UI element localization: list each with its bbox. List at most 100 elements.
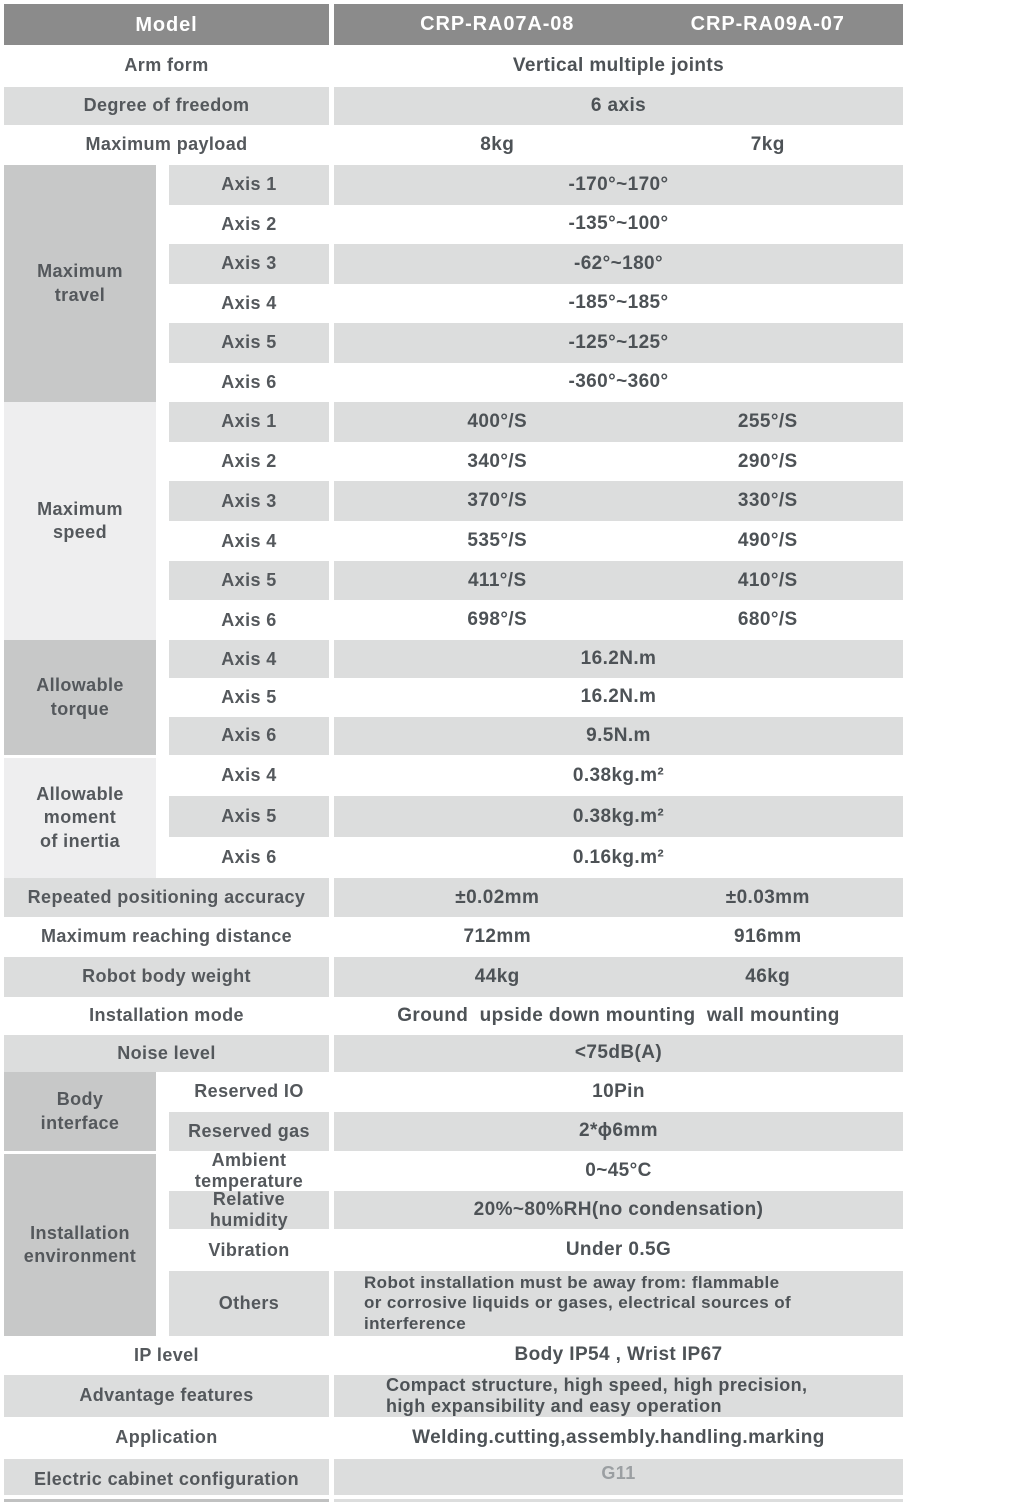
table-row: Ambient temperature 0~45°C bbox=[169, 1150, 903, 1191]
axis-label: Axis 4 bbox=[169, 640, 329, 679]
column-divider bbox=[329, 917, 334, 957]
installation-mode-value: Ground upside down mounting wall mountin… bbox=[397, 1004, 840, 1026]
axis-value: -170°~170° bbox=[334, 165, 903, 205]
axis-value: -360°~360° bbox=[568, 371, 669, 393]
ambient-temperature-value: 0~45°C bbox=[585, 1160, 652, 1181]
max-reach-value-1: 712mm bbox=[463, 926, 531, 947]
installation-environment-label: Installation environment bbox=[4, 1151, 156, 1336]
axis-row: Axis 1 -170°~170° bbox=[169, 165, 903, 205]
axis-row: Axis 5 -125°~125° bbox=[169, 323, 903, 363]
table-row: Degree of freedom 6 axis bbox=[4, 87, 903, 125]
axis-label: Axis 1 bbox=[169, 165, 329, 205]
axis-row: Axis 1 400°/S 255°/S bbox=[169, 402, 903, 442]
axis-value: 16.2N.m bbox=[580, 686, 657, 708]
model-header-cell: Model bbox=[4, 4, 329, 45]
axis-label: Axis 5 bbox=[169, 323, 329, 363]
arm-form-value: Vertical multiple joints bbox=[512, 54, 725, 76]
table-row: Application Welding.cutting,assembly.han… bbox=[4, 1417, 903, 1459]
axis-value-1: 400°/S bbox=[467, 410, 528, 432]
noise-level-label: Noise level bbox=[4, 1035, 329, 1072]
axis-label: Axis 1 bbox=[169, 402, 329, 442]
axis-value-1: 340°/S bbox=[467, 450, 528, 472]
axis-value-2: 255°/S bbox=[737, 410, 798, 432]
table-row: Repeated positioning accuracy ±0.02mm ±0… bbox=[4, 878, 903, 917]
max-reach-value-2: 916mm bbox=[734, 926, 802, 947]
column-divider bbox=[329, 1336, 334, 1375]
body-weight-value-1: 44kg bbox=[474, 966, 520, 987]
degree-of-freedom-label: Degree of freedom bbox=[4, 87, 329, 125]
axis-value-2: 680°/S bbox=[737, 609, 798, 631]
axis-label: Axis 2 bbox=[221, 451, 277, 472]
axis-value: -125°~125° bbox=[334, 323, 903, 363]
axis-row: Axis 6 9.5N.m bbox=[169, 716, 903, 755]
axis-row: Axis 2 -135°~100° bbox=[169, 204, 903, 244]
axis-value: 0.38kg.m² bbox=[572, 764, 665, 786]
reserved-gas-label: Reserved gas bbox=[169, 1111, 329, 1151]
axis-row: Axis 5 411°/S 410°/S bbox=[169, 560, 903, 601]
body-interface-section: Body interface Reserved IO 10Pin Reserve… bbox=[4, 1072, 903, 1151]
advantage-features-label: Advantage features bbox=[4, 1375, 329, 1417]
clipped-next-row bbox=[4, 1499, 903, 1502]
relative-humidity-value: 20%~80%RH(no condensation) bbox=[334, 1191, 903, 1229]
robot-spec-table: Model CRP-RA07A-08 CRP-RA09A-07 Arm form… bbox=[4, 4, 903, 1502]
table-row: Reserved gas 2*ϕ6mm bbox=[169, 1111, 903, 1151]
body-interface-label: Body interface bbox=[4, 1072, 156, 1151]
column-divider bbox=[329, 957, 334, 997]
column-divider bbox=[329, 125, 334, 165]
axis-label: Axis 2 bbox=[221, 213, 277, 234]
application-label: Application bbox=[115, 1427, 218, 1448]
installation-mode-label: Installation mode bbox=[89, 1005, 244, 1026]
axis-value: 0.38kg.m² bbox=[334, 796, 903, 837]
axis-label: Axis 4 bbox=[221, 765, 277, 786]
ambient-temperature-label: Ambient temperature bbox=[194, 1150, 304, 1191]
axis-row: Axis 4 535°/S 490°/S bbox=[169, 521, 903, 561]
axis-label: Axis 4 bbox=[221, 292, 277, 313]
model-name-1: CRP-RA07A-08 bbox=[420, 13, 575, 35]
axis-label: Axis 6 bbox=[169, 716, 329, 755]
axis-label: Axis 6 bbox=[221, 847, 277, 868]
allowable-torque-section: Allowable torque Axis 4 16.2N.m Axis 5 1… bbox=[4, 640, 903, 755]
maximum-speed-label: Maximum speed bbox=[4, 402, 156, 640]
axis-row: Axis 6 698°/S 680°/S bbox=[169, 600, 903, 641]
model-names: CRP-RA07A-08 CRP-RA09A-07 bbox=[334, 4, 903, 45]
column-divider bbox=[329, 1375, 334, 1417]
axis-value-1: 411°/S bbox=[467, 569, 527, 591]
electric-cabinet-value: G11 bbox=[334, 1459, 903, 1495]
reserved-io-value: 10Pin bbox=[592, 1080, 645, 1102]
axis-label: Axis 5 bbox=[221, 687, 277, 708]
axis-value-1: 370°/S bbox=[467, 490, 528, 512]
table-row: Vibration Under 0.5G bbox=[169, 1229, 903, 1271]
axis-value-1: 698°/S bbox=[467, 609, 528, 631]
axis-row: Axis 3 -62°~180° bbox=[169, 244, 903, 284]
axis-value-2: 330°/S bbox=[737, 490, 798, 512]
axis-row: Axis 4 -185°~185° bbox=[169, 283, 903, 323]
column-divider bbox=[156, 402, 169, 640]
axis-label: Axis 5 bbox=[169, 796, 329, 837]
table-row: Maximum payload 8kg 7kg bbox=[4, 125, 903, 165]
arm-form-label: Arm form bbox=[124, 55, 209, 76]
maximum-payload-value-1: 8kg bbox=[480, 134, 515, 155]
table-row: Electric cabinet configuration G11 bbox=[4, 1459, 903, 1495]
allowable-torque-label: Allowable torque bbox=[4, 640, 156, 755]
table-row: Arm form Vertical multiple joints bbox=[4, 45, 903, 87]
reserved-io-label: Reserved IO bbox=[194, 1081, 304, 1102]
allowable-inertia-section: Allowable moment of inertia Axis 4 0.38k… bbox=[4, 755, 903, 878]
column-divider bbox=[156, 1151, 169, 1336]
others-label: Others bbox=[169, 1271, 329, 1336]
axis-value: -185°~185° bbox=[568, 292, 669, 314]
axis-row: Axis 4 0.38kg.m² bbox=[169, 755, 903, 796]
repeated-accuracy-value-1: ±0.02mm bbox=[455, 886, 540, 908]
ip-level-label: IP level bbox=[134, 1344, 199, 1365]
axis-label: Axis 3 bbox=[169, 244, 329, 284]
allowable-inertia-label: Allowable moment of inertia bbox=[4, 755, 156, 878]
table-row: Noise level <75dB(A) bbox=[4, 1035, 903, 1072]
repeated-accuracy-value-2: ±0.03mm bbox=[725, 886, 810, 908]
application-value: Welding.cutting,assembly.handling.markin… bbox=[412, 1426, 825, 1448]
maximum-payload-values: 8kg 7kg bbox=[334, 125, 903, 165]
table-row: Robot body weight 44kg 46kg bbox=[4, 957, 903, 997]
axis-value-2: 290°/S bbox=[737, 450, 798, 472]
axis-row: Axis 4 16.2N.m bbox=[169, 640, 903, 679]
table-row: Reserved IO 10Pin bbox=[169, 1072, 903, 1112]
axis-label: Axis 3 bbox=[169, 481, 329, 522]
table-row: Installation mode Ground upside down mou… bbox=[4, 997, 903, 1035]
